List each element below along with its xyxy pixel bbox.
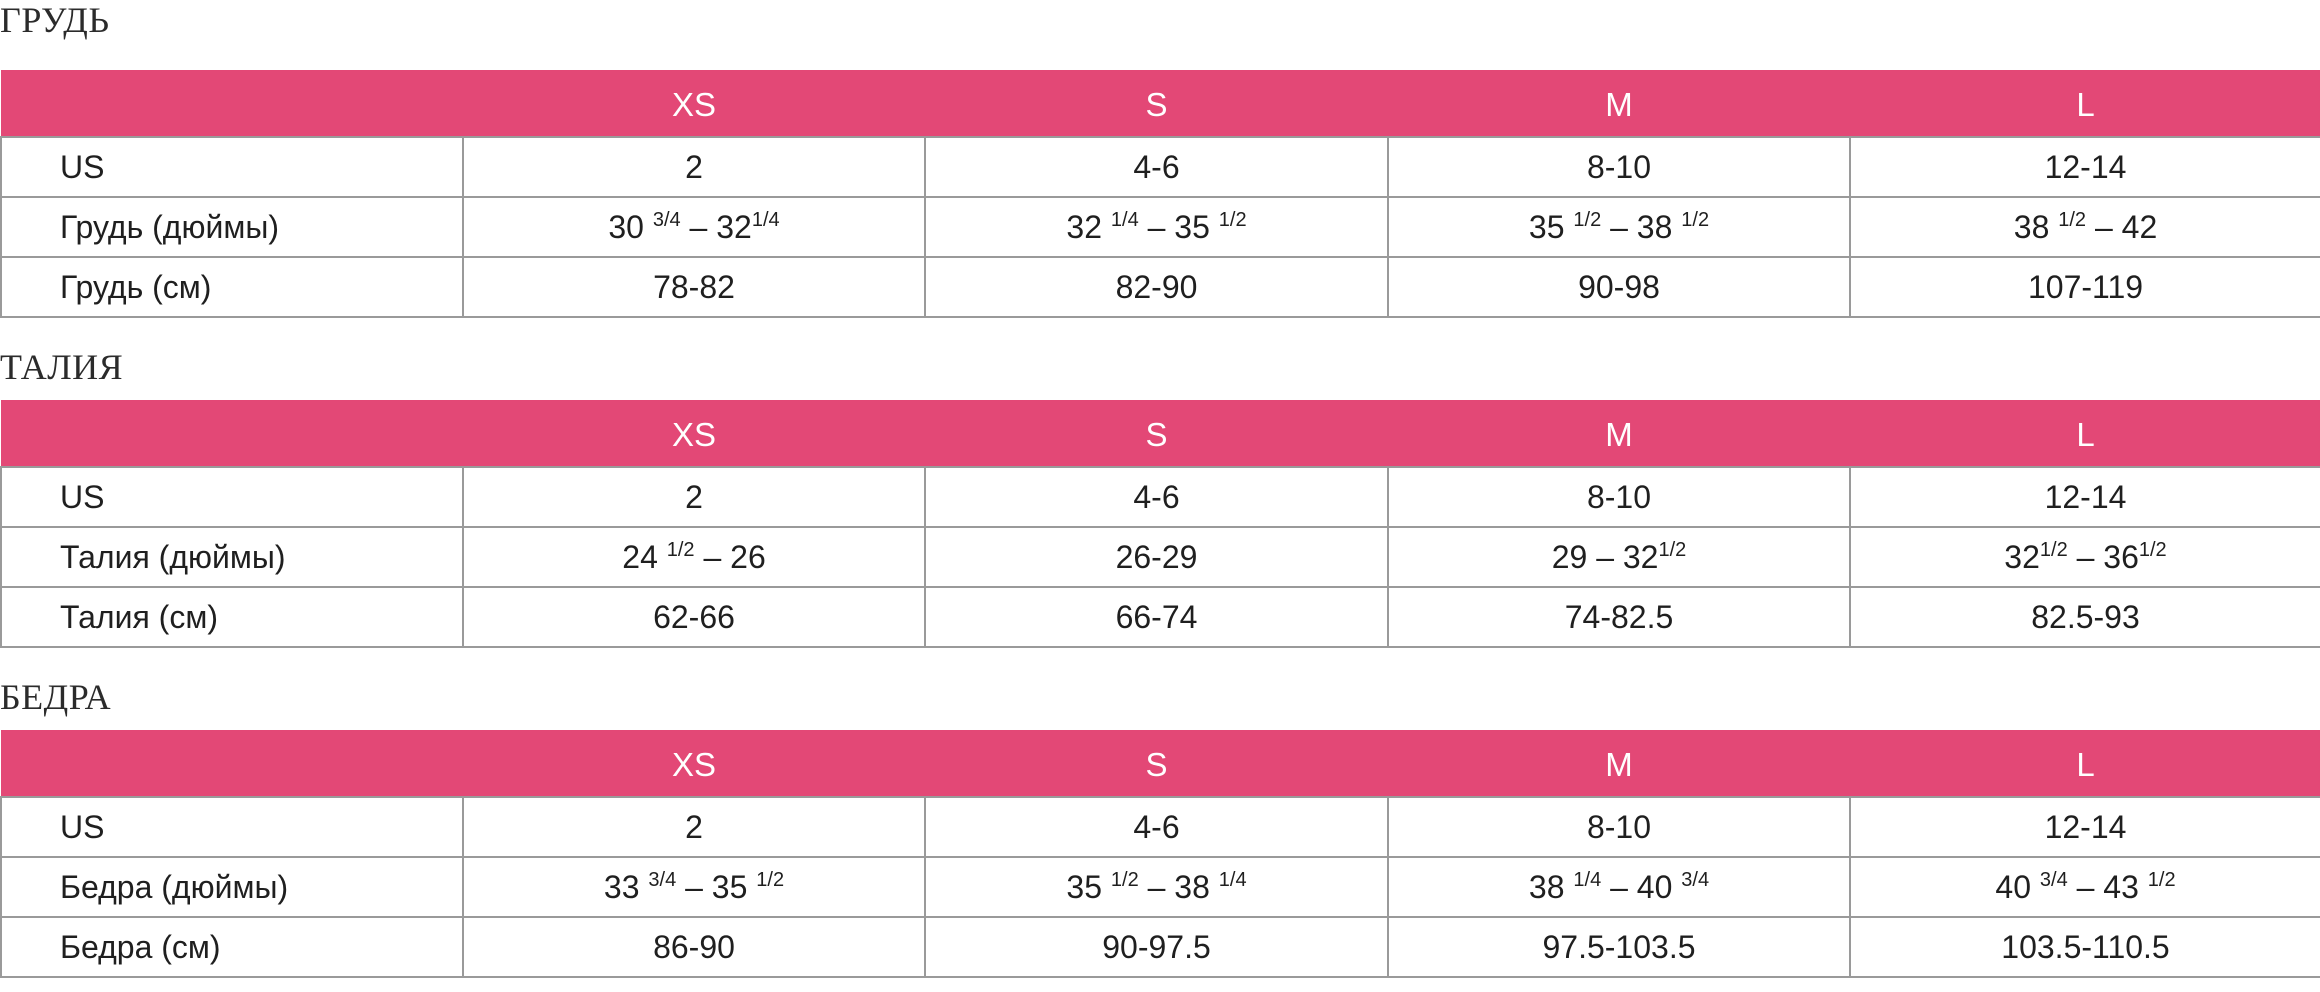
size-cell: 66-74 xyxy=(924,586,1389,648)
size-cell: 97.5-103.5 xyxy=(1387,916,1851,978)
header-cell-s: S xyxy=(925,70,1388,137)
size-cell: 12-14 xyxy=(1849,796,2320,858)
size-cell: 32 1/4 – 35 1/2 xyxy=(924,196,1389,258)
size-cell: 4-6 xyxy=(924,466,1389,528)
fraction-superscript: 1/2 xyxy=(1110,868,1139,891)
size-cell: 35 1/2 – 38 1/4 xyxy=(924,856,1389,918)
size-cell: 8-10 xyxy=(1387,796,1851,858)
size-cell: 90-98 xyxy=(1387,256,1851,318)
table-row: Грудь (см) 78-82 82-90 90-98 107-119 xyxy=(0,256,2320,318)
table-row: Талия (дюймы) 24 1/2 – 26 26-29 29 – 321… xyxy=(0,526,2320,588)
table-row: US 2 4-6 8-10 12-14 xyxy=(0,796,2320,858)
size-header-row: XS S M L xyxy=(1,400,2320,467)
fraction-superscript: 1/2 xyxy=(1218,208,1247,231)
row-label: Бедра (дюймы) xyxy=(0,856,464,918)
table-row: Талия (см) 62-66 66-74 74-82.5 82.5-93 xyxy=(0,586,2320,648)
section-title: БЕДРА xyxy=(0,677,112,717)
size-cell: 62-66 xyxy=(462,586,926,648)
fraction-superscript: 1/2 xyxy=(2039,538,2068,561)
fraction-superscript: 1/2 xyxy=(2147,868,2176,891)
fraction-superscript: 3/4 xyxy=(2039,868,2068,891)
size-cell: 38 1/4 – 40 3/4 xyxy=(1387,856,1851,918)
row-label: US xyxy=(0,466,464,528)
fraction-superscript: 3/4 xyxy=(1681,868,1710,891)
waist-size-table: XS S M L US 2 4-6 8-10 12-14 Талия (дюйм… xyxy=(0,400,2320,648)
fraction-superscript: 1/2 xyxy=(1658,538,1687,561)
size-cell: 29 – 321/2 xyxy=(1387,526,1851,588)
header-cell-m: M xyxy=(1388,400,1850,467)
header-cell-m: M xyxy=(1388,70,1850,137)
table-row: US 2 4-6 8-10 12-14 xyxy=(0,466,2320,528)
size-header-row: XS S M L xyxy=(1,70,2320,137)
size-cell: 8-10 xyxy=(1387,466,1851,528)
size-cell: 103.5-110.5 xyxy=(1849,916,2320,978)
size-cell: 321/2 – 361/2 xyxy=(1849,526,2320,588)
size-cell: 12-14 xyxy=(1849,466,2320,528)
fraction-superscript: 1/2 xyxy=(1681,208,1710,231)
size-cell: 107-119 xyxy=(1849,256,2320,318)
fraction-superscript: 1/4 xyxy=(751,208,780,231)
row-label: Бедра (см) xyxy=(0,916,464,978)
header-cell-s: S xyxy=(925,730,1388,797)
section-title: ГРУДЬ xyxy=(0,0,110,40)
size-cell: 78-82 xyxy=(462,256,926,318)
size-cell: 8-10 xyxy=(1387,136,1851,198)
fraction-superscript: 1/2 xyxy=(666,538,695,561)
size-cell: 86-90 xyxy=(462,916,926,978)
size-cell: 35 1/2 – 38 1/2 xyxy=(1387,196,1851,258)
header-cell-empty xyxy=(1,70,463,137)
size-cell: 40 3/4 – 43 1/2 xyxy=(1849,856,2320,918)
row-label: Грудь (см) xyxy=(0,256,464,318)
row-label: US xyxy=(0,796,464,858)
size-cell: 82.5-93 xyxy=(1849,586,2320,648)
chest-size-table: XS S M L US 2 4-6 8-10 12-14 Грудь (дюйм… xyxy=(0,70,2320,318)
header-cell-l: L xyxy=(1850,70,2320,137)
fraction-superscript: 1/4 xyxy=(1218,868,1247,891)
size-cell: 24 1/2 – 26 xyxy=(462,526,926,588)
size-cell: 2 xyxy=(462,136,926,198)
fraction-superscript: 3/4 xyxy=(648,868,677,891)
table-row: Бедра (см) 86-90 90-97.5 97.5-103.5 103.… xyxy=(0,916,2320,978)
table-row: Бедра (дюймы) 33 3/4 – 35 1/2 35 1/2 – 3… xyxy=(0,856,2320,918)
size-cell: 2 xyxy=(462,466,926,528)
header-cell-xs: XS xyxy=(463,730,925,797)
header-cell-s: S xyxy=(925,400,1388,467)
size-cell: 2 xyxy=(462,796,926,858)
row-label: Талия (см) xyxy=(0,586,464,648)
fraction-superscript: 1/2 xyxy=(1573,208,1602,231)
row-label: US xyxy=(0,136,464,198)
size-cell: 4-6 xyxy=(924,136,1389,198)
section-title: ТАЛИЯ xyxy=(0,347,124,387)
fraction-superscript: 1/2 xyxy=(756,868,785,891)
header-cell-m: M xyxy=(1388,730,1850,797)
size-cell: 82-90 xyxy=(924,256,1389,318)
header-cell-xs: XS xyxy=(463,400,925,467)
fraction-superscript: 1/4 xyxy=(1110,208,1139,231)
fraction-superscript: 3/4 xyxy=(652,208,681,231)
row-label: Грудь (дюймы) xyxy=(0,196,464,258)
size-cell: 90-97.5 xyxy=(924,916,1389,978)
size-cell: 30 3/4 – 321/4 xyxy=(462,196,926,258)
size-cell: 33 3/4 – 35 1/2 xyxy=(462,856,926,918)
size-header-row: XS S M L xyxy=(1,730,2320,797)
header-cell-empty xyxy=(1,400,463,467)
header-cell-l: L xyxy=(1850,400,2320,467)
fraction-superscript: 1/2 xyxy=(2058,208,2087,231)
header-cell-xs: XS xyxy=(463,70,925,137)
header-cell-l: L xyxy=(1850,730,2320,797)
hips-size-table: XS S M L US 2 4-6 8-10 12-14 Бедра (дюйм… xyxy=(0,730,2320,978)
fraction-superscript: 1/2 xyxy=(2138,538,2167,561)
table-row: Грудь (дюймы) 30 3/4 – 321/4 32 1/4 – 35… xyxy=(0,196,2320,258)
size-cell: 38 1/2 – 42 xyxy=(1849,196,2320,258)
header-cell-empty xyxy=(1,730,463,797)
row-label: Талия (дюймы) xyxy=(0,526,464,588)
size-cell: 26-29 xyxy=(924,526,1389,588)
size-cell: 12-14 xyxy=(1849,136,2320,198)
fraction-superscript: 1/4 xyxy=(1573,868,1602,891)
table-row: US 2 4-6 8-10 12-14 xyxy=(0,136,2320,198)
size-cell: 4-6 xyxy=(924,796,1389,858)
size-cell: 74-82.5 xyxy=(1387,586,1851,648)
